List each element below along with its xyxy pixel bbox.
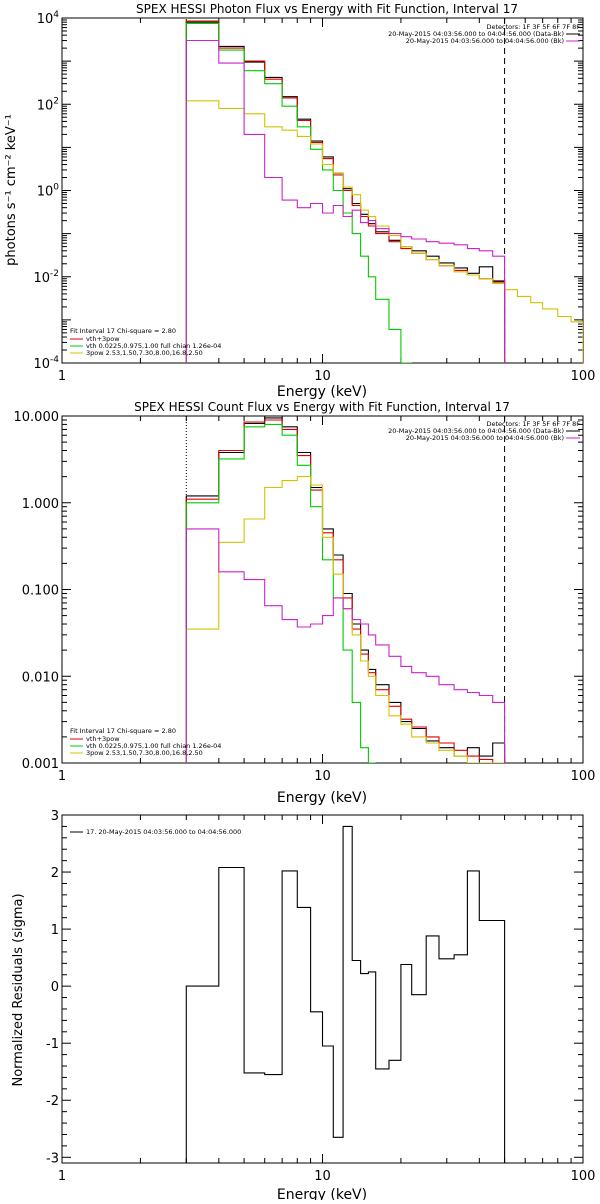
photon-y-tick-label: 104 (37, 10, 60, 27)
photon-series-bk (185, 39, 506, 363)
count-series-group (185, 417, 506, 763)
residuals-y-tick-label: -3 (46, 1151, 59, 1166)
residuals-y-tick-label: 0 (51, 980, 59, 995)
count-y-tick-label: 0.001 (22, 757, 59, 772)
photon-flux-panel: SPEX HESSI Photon Flux vs Energy with Fi… (4, 2, 595, 400)
count-legend-detectors: Detectors: 1F 3F 5F 6F 7F 8F (486, 420, 580, 428)
count-legend-top: Detectors: 1F 3F 5F 6F 7F 8F 20-May-2015… (388, 420, 580, 442)
count-axis-ticks (62, 416, 583, 763)
count-series-bk (185, 528, 506, 763)
residuals-axis-ticks (62, 814, 583, 1163)
residuals-x-tick-label: 10 (314, 1169, 331, 1184)
count-x-tick-label: 1 (58, 769, 66, 784)
photon-y-tick-label: 10-2 (33, 269, 59, 286)
residuals-legend-entry: 17. 20-May-2015 04:03:56.000 to 04:04:56… (86, 828, 241, 836)
photon-axis-ticks (62, 18, 583, 363)
count-legend-vth-3pow: vth+3pow (86, 735, 120, 743)
count-range-markers (185, 416, 506, 763)
photon-legend-detectors: Detectors: 1F 3F 5F 6F 7F 8F (486, 23, 580, 31)
photon-chart-title: SPEX HESSI Photon Flux vs Energy with Fi… (136, 2, 518, 16)
count-x-tick-label: 10 (314, 769, 331, 784)
photon-legend-bottom: Fit Interval 17 Chi-square = 2.80 vth+3p… (70, 327, 221, 357)
count-x-tick-labels: 1 10 100 (58, 769, 596, 784)
residuals-x-tick-label: 1 (58, 1169, 66, 1184)
photon-y-tick-label: 10-4 (33, 355, 59, 372)
count-flux-panel: SPEX HESSI Count Flux vs Energy with Fit… (14, 400, 596, 806)
residuals-y-tick-label: -1 (46, 1037, 59, 1052)
photon-legend-top: Detectors: 1F 3F 5F 6F 7F 8F 20-May-2015… (388, 23, 580, 45)
photon-y-axis-label: photons s⁻¹ cm⁻² keV⁻¹ (4, 114, 19, 266)
residuals-y-axis-label: Normalized Residuals (sigma) (11, 893, 26, 1086)
count-legend-3pow: 3pow 2.53,1.50,7.30,8.00,16.8,2.50 (86, 749, 203, 757)
count-y-tick-label: 0.100 (22, 584, 59, 599)
photon-y-tick-labels: 10-4 10-2 100 102 104 (33, 10, 59, 372)
photon-legend-fit-interval: Fit Interval 17 Chi-square = 2.80 (70, 327, 176, 335)
residuals-series-group (185, 825, 506, 1163)
photon-x-axis-label: Energy (keV) (277, 384, 367, 400)
photon-legend-bk: 20-May-2015 04:03:56.000 to 04:04:56.000… (406, 37, 564, 45)
photon-series-vth (185, 22, 412, 363)
residuals-y-tick-label: 1 (51, 923, 59, 938)
count-legend-bottom: Fit Interval 17 Chi-square = 2.80 vth+3p… (70, 727, 221, 757)
photon-series-group (185, 20, 583, 363)
residuals-y-tick-label: -2 (46, 1094, 59, 1109)
count-chart-title: SPEX HESSI Count Flux vs Energy with Fit… (134, 400, 510, 414)
residuals-y-tick-label: 3 (51, 809, 59, 824)
residuals-x-tick-labels: 1 10 100 (58, 1169, 596, 1184)
photon-x-tick-label: 100 (571, 369, 596, 384)
photon-y-tick-label: 102 (37, 96, 59, 113)
photon-x-tick-labels: 1 10 100 (58, 369, 596, 384)
residuals-y-tick-labels: -3 -2 -1 0 1 2 3 (46, 809, 59, 1166)
count-y-tick-label: 0.010 (22, 670, 59, 685)
count-series-vth-3pow (185, 419, 505, 763)
count-legend-fit-interval: Fit Interval 17 Chi-square = 2.80 (70, 727, 176, 735)
residuals-legend: 17. 20-May-2015 04:03:56.000 to 04:04:56… (70, 828, 241, 836)
photon-legend-vth-3pow: vth+3pow (86, 335, 120, 343)
count-y-tick-labels: 0.001 0.010 0.100 1.000 10.000 (14, 410, 60, 772)
photon-legend-data-bk: 20-May-2015 04:03:56.000 to 04:04:56.000… (388, 30, 564, 38)
photon-series-data-bk (185, 21, 506, 363)
count-x-axis-label: Energy (keV) (277, 790, 367, 806)
count-series-3pow (185, 476, 505, 763)
count-y-tick-label: 10.000 (14, 410, 60, 425)
count-y-tick-label: 1.000 (22, 497, 59, 512)
photon-series-vth-3pow (185, 20, 506, 363)
photon-x-tick-label: 1 (58, 369, 66, 384)
photon-x-tick-label: 10 (314, 369, 331, 384)
residuals-panel: 1 10 100 -3 -2 -1 0 1 2 3 Energy (keV) N… (11, 809, 596, 1203)
count-series-data-bk (185, 417, 506, 763)
count-legend-vth: vth 0.0225,0.975,1.00 full chian 1.26e-0… (86, 742, 221, 750)
count-series-vth (185, 423, 376, 763)
photon-y-tick-label: 100 (37, 183, 60, 200)
count-x-tick-label: 100 (571, 769, 596, 784)
residuals-x-tick-label: 100 (571, 1169, 596, 1184)
residuals-y-tick-label: 2 (51, 866, 59, 881)
photon-legend-vth: vth 0.0225,0.975,1.00 full chian 1.26e-0… (86, 342, 221, 350)
residuals-x-axis-label: Energy (keV) (277, 1187, 367, 1200)
photon-series-3pow (185, 100, 583, 363)
count-legend-data-bk: 20-May-2015 04:03:56.000 to 04:04:56.000… (388, 427, 564, 435)
residuals-series-17-20-may-2015-04-03-56-000-to-04-04-56-000 (185, 825, 506, 1163)
count-legend-bk: 20-May-2015 04:03:56.000 to 04:04:56.000… (406, 434, 564, 442)
photon-legend-3pow: 3pow 2.53,1.50,7.30,8.00,16.8,2.50 (86, 349, 203, 357)
